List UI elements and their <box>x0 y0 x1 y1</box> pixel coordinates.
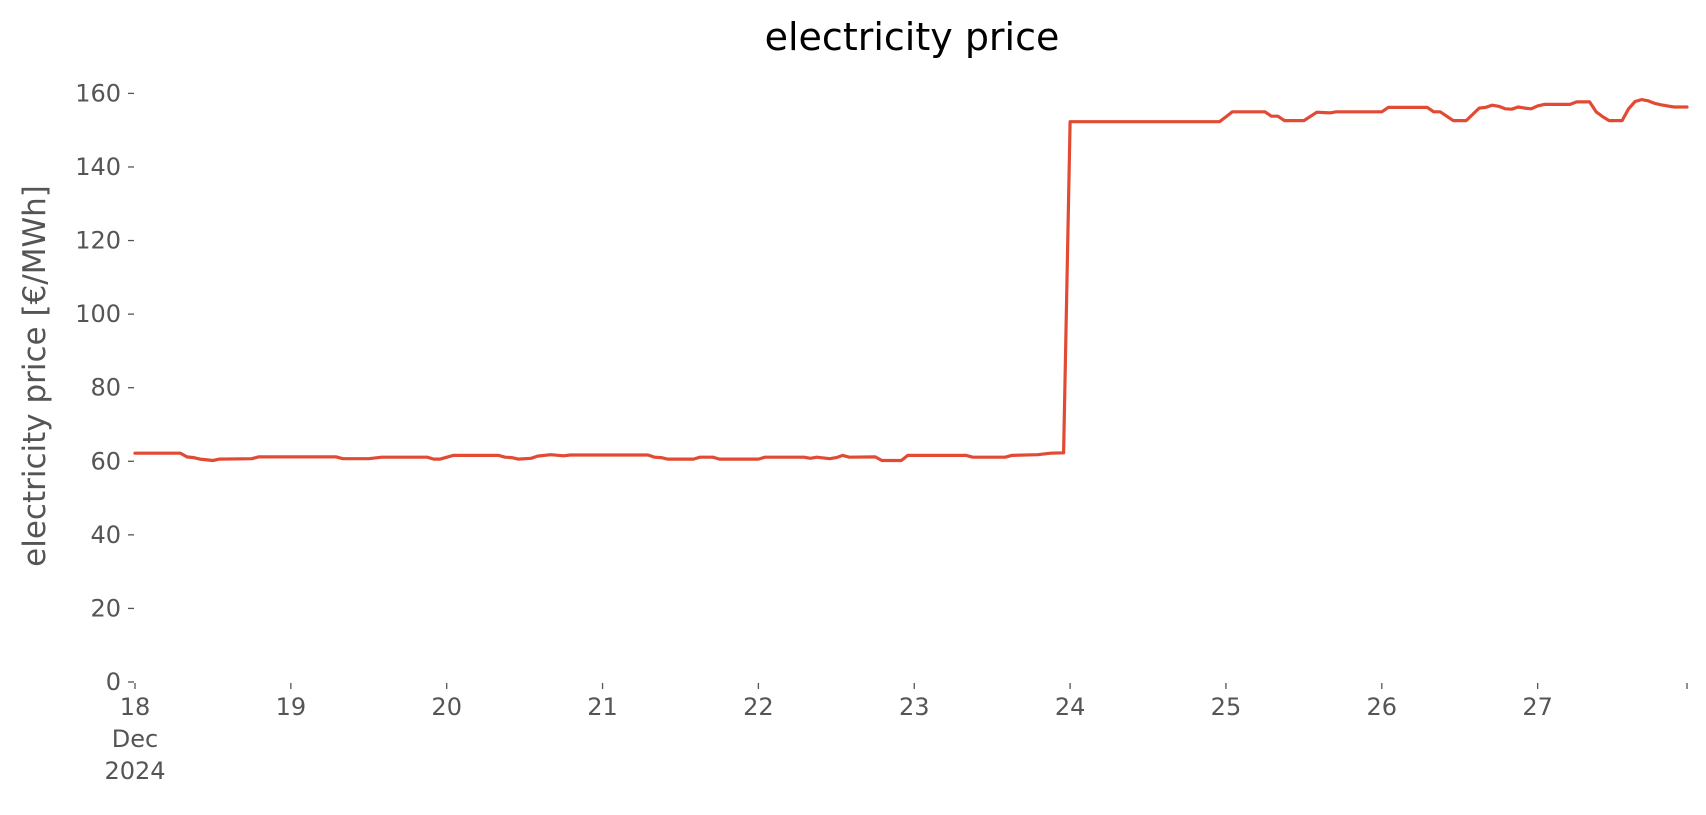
x-tick-label: 24 <box>1055 693 1086 721</box>
x-tick-label: 20 <box>431 693 462 721</box>
y-tick-label: 80 <box>90 374 121 402</box>
x-tick-label: 2024 <box>104 757 165 785</box>
y-tick-label: 20 <box>90 594 121 622</box>
y-tick-label: 120 <box>75 227 121 255</box>
x-tick-label: 18 <box>120 693 151 721</box>
y-tick-label: 40 <box>90 521 121 549</box>
x-tick-label: 23 <box>899 693 930 721</box>
x-tick-label: 26 <box>1367 693 1398 721</box>
chart-title: electricity price <box>765 15 1060 59</box>
plot-area <box>133 98 1689 463</box>
x-axis: 18 Dec 2024 19 20 21 22 23 24 25 26 27 <box>104 683 1688 785</box>
y-tick-label: 0 <box>106 668 121 696</box>
y-tick-label: 160 <box>75 79 121 107</box>
y-tick-label: 100 <box>75 300 121 328</box>
x-tick-label: 21 <box>587 693 618 721</box>
x-tick-label: 25 <box>1211 693 1242 721</box>
series-line-1 <box>133 98 1689 463</box>
x-tick-label: 27 <box>1522 693 1553 721</box>
y-axis: 0 20 40 60 80 100 120 140 160 <box>75 79 134 696</box>
y-axis-label: electricity price [€/MWh] <box>17 185 53 567</box>
x-tick-label: 22 <box>743 693 774 721</box>
y-tick-label: 60 <box>90 447 121 475</box>
x-tick-label: 19 <box>276 693 307 721</box>
y-tick-label: 140 <box>75 153 121 181</box>
x-tick-label: Dec <box>112 725 158 753</box>
